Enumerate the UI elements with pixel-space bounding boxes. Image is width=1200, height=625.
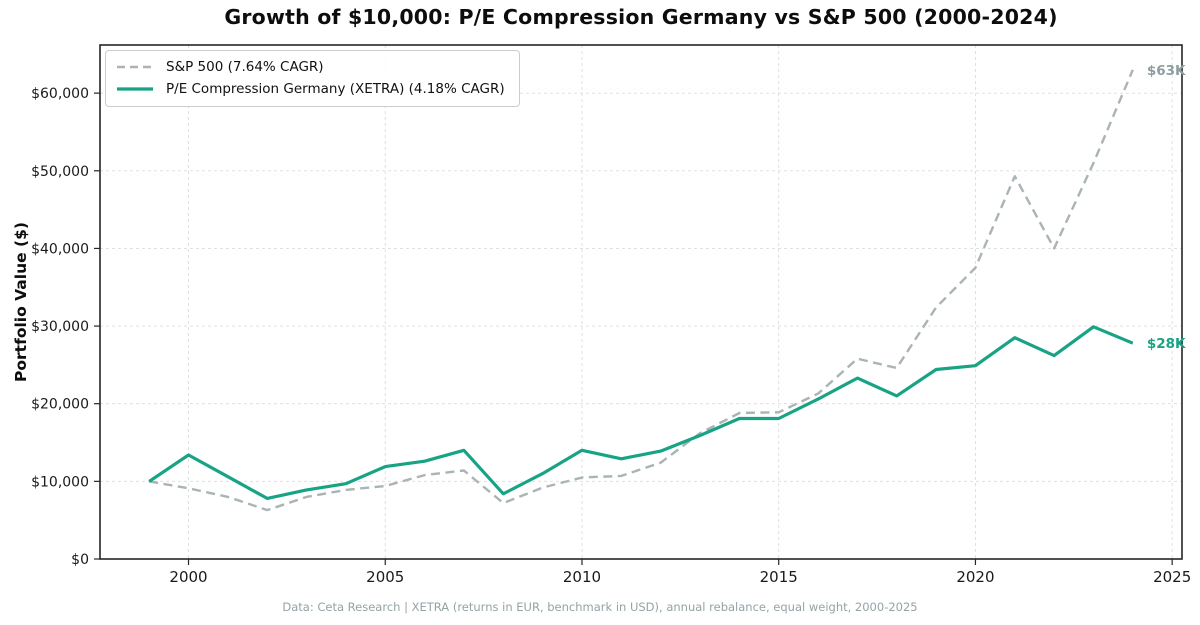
y-tick-label: $50,000 — [31, 164, 89, 180]
y-tick-label: $60,000 — [31, 86, 89, 102]
x-tick-label: 2025 — [1153, 568, 1191, 586]
y-tick-label: $30,000 — [31, 319, 89, 335]
x-tick-label: 2005 — [366, 568, 404, 586]
series-line-germany — [148, 325, 1134, 500]
legend: S&P 500 (7.64% CAGR) P/E Compression Ger… — [105, 50, 520, 107]
legend-item-sp500: S&P 500 (7.64% CAGR) — [116, 56, 505, 78]
x-tick-label: 2020 — [956, 568, 994, 586]
legend-label-sp500: S&P 500 (7.64% CAGR) — [166, 59, 324, 75]
chart-title: Growth of $10,000: P/E Compression Germa… — [224, 5, 1058, 29]
germany-end-label: $28K — [1147, 336, 1186, 352]
y-tick-label: $10,000 — [31, 474, 89, 490]
x-tick-label: 2000 — [169, 568, 207, 586]
x-tick-label: 2015 — [760, 568, 798, 586]
y-tick-label: $40,000 — [31, 241, 89, 257]
legend-item-germany: P/E Compression Germany (XETRA) (4.18% C… — [116, 78, 505, 100]
data-source-caption: Data: Ceta Research | XETRA (returns in … — [282, 600, 918, 614]
y-tick-label: $0 — [71, 552, 89, 568]
sp500-line-swatch-icon — [117, 65, 153, 69]
series-line-sp500 — [148, 69, 1134, 512]
y-tick-label: $20,000 — [31, 397, 89, 413]
germany-line-swatch-icon — [117, 87, 153, 91]
legend-label-germany: P/E Compression Germany (XETRA) (4.18% C… — [166, 81, 505, 97]
axes-spines — [99, 44, 1183, 560]
sp500-end-label: $63K — [1147, 63, 1186, 79]
x-tick-label: 2010 — [563, 568, 601, 586]
